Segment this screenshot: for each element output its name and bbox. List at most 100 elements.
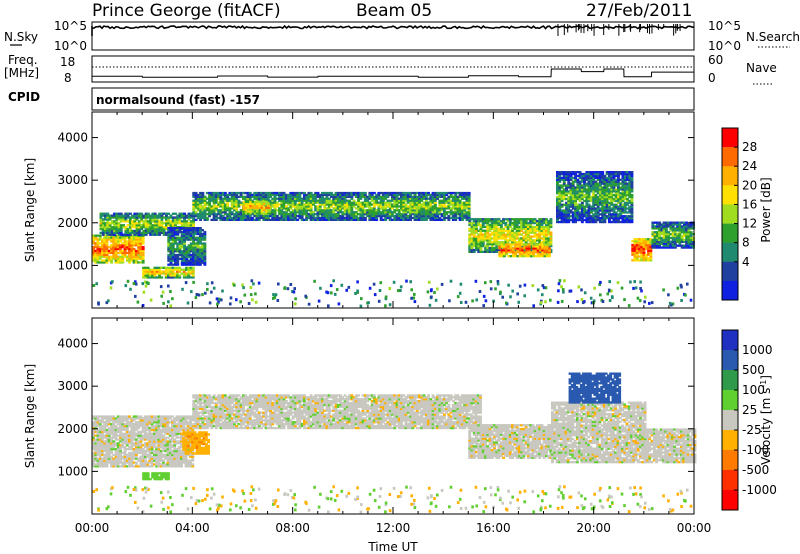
power-cell-4 [255,193,259,197]
power-cell-4 [194,199,198,202]
power-cell-8 [562,176,566,180]
power-noise-cell [689,298,693,302]
power-cell-6 [513,225,517,229]
power-cell-4 [251,218,254,221]
power-noise-cell [650,301,654,305]
power-cell-4 [409,216,412,220]
power-cell-4 [246,214,250,218]
power-cell-4 [361,201,365,204]
power-cell-3 [176,263,180,266]
power-cell-4 [339,209,342,212]
power-cell-0 [121,249,125,253]
power-noise-cell [149,298,153,302]
power-cell-4 [228,191,232,195]
power-cell-4 [257,195,261,198]
power-cell-7 [527,251,531,254]
power-cell-6 [468,239,472,242]
power-cell-4 [433,203,437,206]
power-cell-4 [386,193,390,197]
power-cell-6 [522,225,526,229]
power-cell-6 [547,231,551,234]
power-cell-0 [123,236,127,239]
power-cell-0 [137,255,141,258]
power-cell-4 [334,205,338,208]
power-cell-4 [348,214,351,218]
power-cell-4 [368,214,372,218]
power-cell-1 [104,218,107,221]
power-cell-4 [287,216,290,220]
power-noise-cell [384,304,387,308]
power-cell-4 [221,193,225,197]
power-noise-cell [197,293,201,297]
power-cell-6 [490,225,494,229]
power-cell-4 [350,214,354,218]
power-cell-6 [484,246,487,250]
power-cell-4 [393,214,397,218]
power-cell-1 [137,233,141,236]
power-cell-4 [379,201,383,204]
power-cell-0 [101,247,104,251]
power-cell-1 [110,231,114,234]
power-cell-3 [194,255,198,259]
power-cell-1 [189,214,193,217]
power-cell-4 [449,207,453,210]
power-cell-8 [578,211,582,214]
power-cell-4 [296,209,300,212]
power-cell-1 [146,229,150,233]
power-cell-4 [361,207,365,210]
power-cell-1 [115,212,119,215]
power-cell-1 [115,224,119,227]
power-cell-4 [251,193,254,197]
power-cell-8 [567,197,571,201]
power-cell-4 [300,218,304,221]
power-cell-8 [567,199,571,203]
power-cell-1 [131,220,134,223]
power-cell-4 [280,216,284,220]
power-cell-4 [230,203,234,206]
power-cell-5 [260,212,264,215]
power-cell-2 [164,266,168,269]
power-cell-2 [185,276,188,279]
power-cell-4 [352,216,356,220]
power-cell-7 [541,243,545,246]
power-cell-4 [278,218,281,221]
power-cell-4 [413,201,417,204]
power-cell-4 [212,209,216,212]
power-cell-4 [237,199,241,202]
power-cell-6 [533,220,537,223]
power-cell-1 [144,212,148,215]
power-cell-8 [583,190,586,193]
power-cell-4 [260,197,263,200]
power-cell-4 [461,193,464,197]
power-cell-4 [280,211,284,214]
power-cell-3 [169,250,173,253]
power-cell-3 [203,252,207,255]
power-cell-2 [178,276,182,279]
power-noise-cell [388,287,392,290]
power-cell-8 [562,188,566,191]
power-cell-6 [513,233,517,236]
power-cell-1 [160,226,164,229]
power-cell-4 [269,205,272,208]
power-cell-4 [345,216,349,220]
power-cell-4 [409,199,412,202]
power-cell-3 [189,227,193,230]
power-cell-4 [287,199,290,202]
power-cell-1 [140,226,144,229]
power-cell-2 [178,268,182,271]
power-cell-1 [144,233,148,236]
power-cell-4 [303,207,306,210]
power-cell-0 [141,238,145,241]
power-cell-6 [549,235,553,238]
power-cell-1 [106,231,110,234]
power-cell-6 [472,244,476,248]
power-cell-8 [556,172,559,176]
power-cell-2 [169,270,173,273]
power-cell-7 [498,251,502,254]
power-cell-4 [436,211,439,214]
power-cell-4 [316,191,320,195]
power-cell-4 [345,209,349,212]
power-cell-8 [578,172,582,176]
nsky-trace-line [91,24,695,36]
power-cell-4 [296,214,300,218]
